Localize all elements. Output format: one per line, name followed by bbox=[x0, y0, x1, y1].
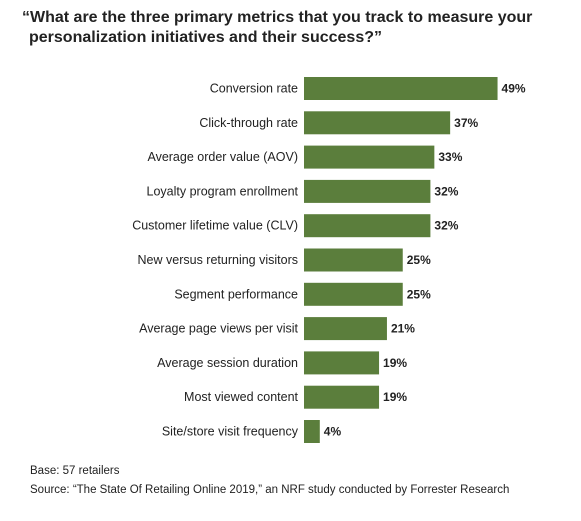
category-label: Loyalty program enrollment bbox=[147, 184, 299, 198]
value-label: 4% bbox=[324, 425, 342, 439]
value-label: 32% bbox=[434, 184, 458, 198]
bar bbox=[304, 145, 435, 169]
chart-title-line-2: personalization initiatives and their su… bbox=[29, 29, 382, 46]
bar bbox=[304, 111, 451, 135]
chart-notes: Base: 57 retailers Source: “The State Of… bbox=[30, 462, 509, 500]
bar bbox=[304, 179, 431, 203]
bar bbox=[304, 214, 431, 238]
chart-title-line-1: “What are the three primary metrics that… bbox=[22, 9, 533, 26]
category-label: Segment performance bbox=[174, 287, 298, 301]
value-label: 19% bbox=[383, 390, 407, 404]
source-note: Source: “The State Of Retailing Online 2… bbox=[30, 484, 510, 496]
bar bbox=[304, 385, 380, 409]
bar bbox=[304, 420, 320, 443]
value-label: 19% bbox=[383, 356, 407, 370]
bar bbox=[304, 248, 403, 272]
base-note: Base: 57 retailers bbox=[30, 465, 120, 477]
bar bbox=[304, 351, 380, 375]
category-label: New versus returning visitors bbox=[138, 253, 298, 267]
value-label: 25% bbox=[407, 253, 431, 267]
bar bbox=[304, 77, 498, 100]
category-label: Average session duration bbox=[157, 356, 298, 370]
category-label: Most viewed content bbox=[184, 390, 298, 404]
chart-title: “What are the three primary metrics that… bbox=[22, 8, 562, 48]
bar bbox=[304, 282, 403, 306]
bars-group: Conversion rate 49% Click-through rate 37% A… bbox=[132, 77, 526, 443]
category-label: Site/store visit frequency bbox=[162, 425, 299, 439]
category-label: Average order value (AOV) bbox=[147, 150, 298, 164]
value-label: 33% bbox=[438, 150, 462, 164]
value-label: 25% bbox=[407, 287, 431, 301]
category-label: Conversion rate bbox=[210, 82, 298, 96]
value-label: 37% bbox=[454, 116, 478, 130]
category-label: Click-through rate bbox=[199, 116, 298, 130]
bar bbox=[304, 317, 387, 341]
value-label: 32% bbox=[434, 219, 458, 233]
value-label: 21% bbox=[391, 322, 415, 336]
category-label: Customer lifetime value (CLV) bbox=[132, 219, 298, 233]
category-label: Average page views per visit bbox=[139, 322, 298, 336]
value-label: 49% bbox=[502, 82, 526, 96]
